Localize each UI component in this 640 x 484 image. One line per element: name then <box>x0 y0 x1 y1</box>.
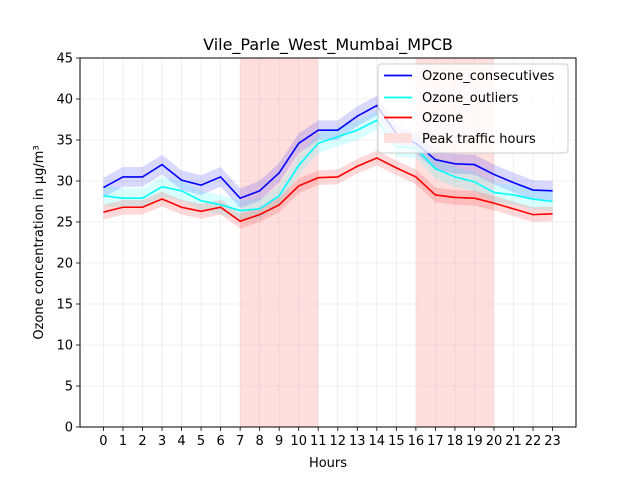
confidence-band-0 <box>103 95 553 209</box>
x-tick-label: 12 <box>329 434 346 449</box>
y-tick-label: 0 <box>65 421 73 436</box>
x-tick-label: 0 <box>99 434 107 449</box>
x-tick-label: 15 <box>388 434 405 449</box>
y-tick-label: 30 <box>56 175 73 190</box>
chart-title: Vile_Parle_West_Mumbai_MPCB <box>203 35 453 55</box>
x-tick-label: 4 <box>177 434 185 449</box>
line-layer <box>103 104 553 223</box>
y-tick-label: 35 <box>56 134 73 149</box>
y-tick-label: 20 <box>56 257 73 272</box>
y-tick-label: 45 <box>56 52 73 67</box>
x-tick-label: 23 <box>544 434 561 449</box>
series-line-1 <box>103 119 553 212</box>
legend-label-ozone-consecutives: Ozone_consecutives <box>422 69 555 84</box>
y-tick-label: 5 <box>65 380 73 395</box>
band-layer <box>103 95 553 229</box>
legend-label-ozone: Ozone <box>422 111 463 126</box>
x-tick-label: 6 <box>216 434 224 449</box>
x-tick-label: 19 <box>466 434 483 449</box>
series-line-2 <box>103 157 553 223</box>
confidence-band-1 <box>103 110 553 221</box>
x-tick-label: 16 <box>408 434 425 449</box>
confidence-band-2 <box>103 150 553 229</box>
y-tick-label: 10 <box>56 339 73 354</box>
x-tick-label: 8 <box>256 434 264 449</box>
x-tick-label: 11 <box>310 434 327 449</box>
x-tick-label: 21 <box>505 434 522 449</box>
y-tick-label: 40 <box>56 93 73 108</box>
x-tick-label: 9 <box>275 434 283 449</box>
x-tick-label: 10 <box>290 434 307 449</box>
legend-box <box>377 63 569 154</box>
y-axis-ticks: 0 5 10 15 20 25 30 35 40 45 <box>56 52 80 436</box>
series-line-0 <box>103 104 553 200</box>
x-tick-label: 2 <box>138 434 146 449</box>
y-tick-label: 15 <box>56 298 73 313</box>
x-axis-ticks: 0 1 2 3 4 5 6 7 8 9 10 11 12 13 14 15 16 17 18 19 20 21 22 23 <box>99 427 561 449</box>
x-tick-label: 7 <box>236 434 244 449</box>
legend-label-ozone-outliers: Ozone_outliers <box>422 91 519 106</box>
x-tick-label: 5 <box>197 434 205 449</box>
x-tick-label: 22 <box>525 434 542 449</box>
legend-swatch-peak-traffic <box>384 133 412 143</box>
x-axis-label: Hours <box>309 456 347 471</box>
x-tick-label: 18 <box>447 434 464 449</box>
x-tick-label: 17 <box>427 434 444 449</box>
legend: Ozone_consecutives Ozone_outliers Ozone … <box>377 63 569 154</box>
x-tick-label: 1 <box>119 434 127 449</box>
y-axis-label: Ozone concentration in µg/m³ <box>32 145 47 339</box>
x-tick-label: 13 <box>349 434 366 449</box>
x-tick-label: 3 <box>158 434 166 449</box>
x-tick-label: 14 <box>369 434 386 449</box>
x-tick-label: 20 <box>486 434 503 449</box>
peak-traffic-region-0 <box>240 58 319 427</box>
plot-frame <box>79 57 577 428</box>
legend-label-peak-traffic: Peak traffic hours <box>422 132 536 147</box>
y-tick-label: 25 <box>56 216 73 231</box>
